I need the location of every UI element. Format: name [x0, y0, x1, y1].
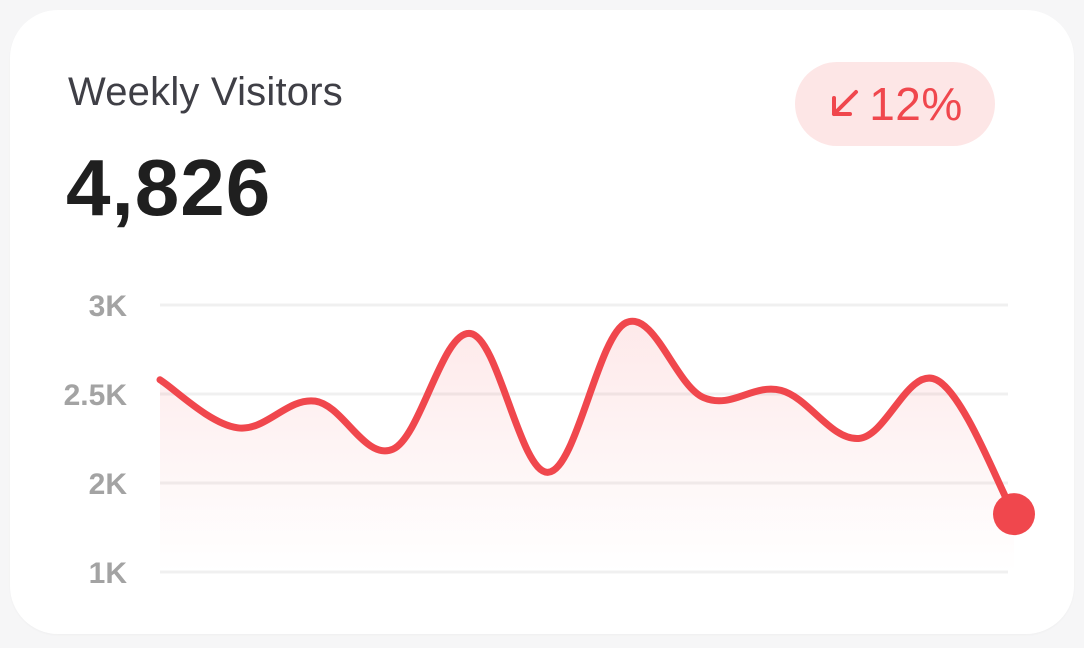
y-tick-label: 1K	[89, 557, 128, 590]
change-badge: 12%	[795, 62, 995, 146]
y-tick-label: 2K	[89, 468, 128, 501]
y-tick-label: 3K	[89, 290, 128, 323]
change-percent: 12%	[869, 78, 963, 130]
series-line	[156, 317, 1018, 518]
arrow-down-left-icon	[832, 90, 859, 116]
card-title: Weekly Visitors	[68, 70, 343, 114]
series-area	[160, 321, 1014, 572]
visitor-count: 4,826	[66, 143, 272, 232]
y-tick-label: 2.5K	[64, 379, 128, 412]
last-point-marker	[993, 493, 1035, 536]
